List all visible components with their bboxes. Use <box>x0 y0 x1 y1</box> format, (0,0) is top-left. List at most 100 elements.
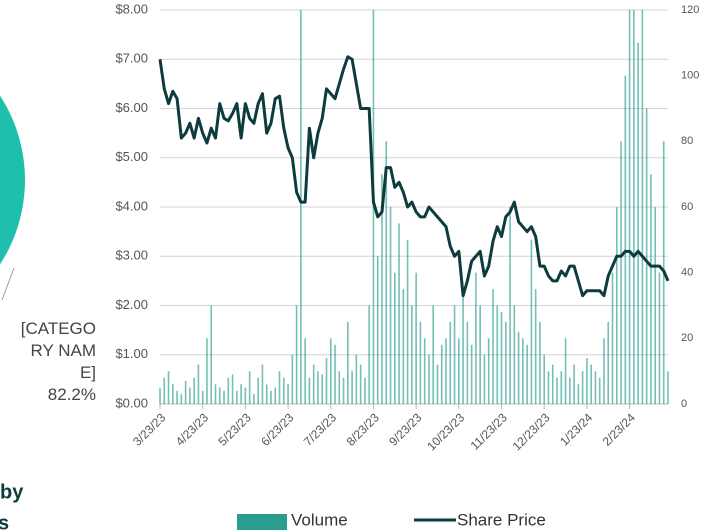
pie-value: 82.2% <box>47 385 96 404</box>
volume-bar <box>312 364 315 404</box>
volume-bar <box>167 371 170 404</box>
volume-bar <box>389 207 392 404</box>
volume-bar <box>650 174 652 404</box>
volume-bar <box>317 371 319 404</box>
volume-bar <box>295 305 298 404</box>
pie-slice <box>0 95 25 265</box>
volume-bar <box>265 384 268 404</box>
volume-bar <box>411 305 413 404</box>
volume-bar <box>287 384 289 404</box>
y-tick-label: $0.00 <box>115 395 148 410</box>
volume-bar <box>654 207 656 404</box>
volume-bar <box>218 387 221 404</box>
volume-bar <box>223 390 225 404</box>
y-tick-label: $3.00 <box>115 248 148 263</box>
volume-bar <box>581 371 584 404</box>
volume-bar <box>270 390 272 404</box>
pie <box>0 95 25 301</box>
volume-bar <box>351 371 353 404</box>
volume-bar <box>240 384 242 404</box>
volume-bar <box>278 371 281 404</box>
volume-bar <box>253 394 255 404</box>
volume-bar <box>458 338 460 404</box>
x-tick-label: 4/23/23 <box>173 410 211 448</box>
y2-tick-label: 100 <box>681 70 699 82</box>
volume-bar <box>274 387 277 404</box>
volume-bar <box>479 305 481 404</box>
volume-bar <box>594 371 597 404</box>
volume-bar <box>201 390 204 404</box>
x-tick-label: 10/23/23 <box>424 410 467 453</box>
volume-bar <box>406 239 409 404</box>
volume-bar <box>210 305 213 404</box>
volume-bar <box>513 305 516 404</box>
volume-bar <box>530 239 533 404</box>
volume-bar <box>257 377 259 404</box>
volume-bar <box>586 358 588 404</box>
volume-bar <box>534 289 537 404</box>
legend-label: Volume <box>291 510 348 529</box>
x-tick-label: 6/23/23 <box>258 410 296 448</box>
volume-bar <box>500 312 503 404</box>
volume-bar <box>496 305 499 404</box>
pie-category: [CATEGORY NAME] <box>20 319 96 382</box>
y2-tick-label: 80 <box>681 135 693 147</box>
volume-bar <box>603 338 605 404</box>
x-tick-label: 1/23/24 <box>557 410 595 448</box>
volume-bar <box>342 377 345 404</box>
volume-bar <box>206 338 208 404</box>
x-tick-label: 11/23/23 <box>468 410 511 453</box>
volume-bar <box>637 42 639 404</box>
volume-bar <box>645 108 648 404</box>
volume-bar <box>577 384 580 404</box>
volume-bar <box>615 207 618 404</box>
volume-bar <box>440 344 443 404</box>
volume-bar <box>483 354 486 404</box>
volume-bar <box>590 364 592 404</box>
price-line <box>158 55 670 298</box>
volume-bar <box>522 338 524 404</box>
y-tick-label: $8.00 <box>115 1 148 16</box>
volume-bar <box>189 387 191 404</box>
volume-bars <box>159 10 669 404</box>
volume-bar <box>227 377 230 404</box>
y-tick-label: $5.00 <box>115 149 148 164</box>
volume-bar <box>419 321 422 404</box>
x-tick-label: 8/23/23 <box>344 410 382 448</box>
volume-bar <box>321 374 324 404</box>
volume-bar <box>244 387 247 404</box>
x-tick-label: 12/23/23 <box>510 410 553 453</box>
volume-bar <box>560 371 563 404</box>
volume-bar <box>611 272 614 404</box>
volume-bar <box>334 344 336 404</box>
legend-swatch <box>237 514 287 530</box>
volume-bar <box>526 344 528 404</box>
volume-bar <box>598 377 601 404</box>
volume-bar <box>304 338 306 404</box>
volume-bar <box>466 321 469 404</box>
volume-bar <box>641 10 644 404</box>
volume-bar <box>347 321 349 404</box>
legend-label: Share Price <box>457 510 546 529</box>
volume-bar <box>159 387 161 404</box>
y-tick-label: $2.00 <box>115 297 148 312</box>
volume-bar <box>338 371 341 404</box>
volume-bar <box>462 289 464 404</box>
volume-bar <box>368 305 370 404</box>
volume-bar <box>193 377 195 404</box>
volume-bar <box>176 390 178 404</box>
volume-bar <box>428 354 430 404</box>
volume-bar <box>236 390 238 404</box>
volume-bar <box>556 377 558 404</box>
volume-bar <box>517 331 520 404</box>
volume-bar <box>449 321 452 404</box>
volume-bar <box>364 377 366 404</box>
volume-bar <box>504 321 507 404</box>
volume-bar <box>633 10 635 404</box>
volume-bar <box>624 75 627 404</box>
volume-bar <box>376 256 379 404</box>
volume-bar <box>509 207 511 404</box>
x-tick-label: 2/23/24 <box>600 410 638 448</box>
